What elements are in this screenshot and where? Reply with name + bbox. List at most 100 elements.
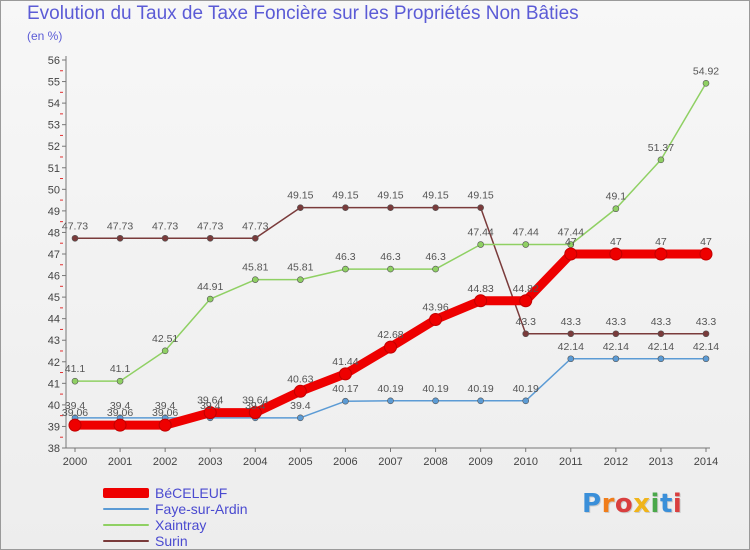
data-point-b-celeuf: [293, 384, 307, 398]
data-label: 45.81: [287, 262, 313, 274]
legend-swatch-xaintray: [103, 524, 149, 526]
data-label: 42.14: [693, 341, 719, 353]
x-tick-label: 2007: [378, 456, 402, 468]
data-label: 51.37: [648, 142, 674, 154]
data-label: 39.06: [62, 407, 88, 419]
data-label: 39.4: [245, 400, 266, 412]
x-tick-label: 2008: [423, 456, 447, 468]
data-label: 42.14: [648, 341, 674, 353]
data-point-surin: [342, 204, 349, 211]
data-point-b-celeuf: [429, 313, 443, 327]
data-point-faye-sur-ardin: [612, 355, 620, 363]
data-point-faye-sur-ardin: [387, 397, 394, 405]
data-label: 49.15: [422, 190, 448, 202]
y-tick-label: 56: [48, 55, 60, 67]
x-tick-label: 2004: [243, 456, 267, 468]
y-tick-label: 41: [48, 378, 60, 390]
unit-label: (en %): [27, 29, 63, 43]
y-tick-label: 49: [48, 206, 60, 218]
x-tick-label: 2006: [333, 456, 357, 468]
data-label: 40.17: [332, 383, 358, 395]
y-tick-label: 52: [48, 141, 60, 153]
logo-letter: x: [633, 489, 651, 519]
data-label: 49.15: [332, 190, 358, 202]
data-point-surin: [297, 204, 304, 211]
data-point-b-celeuf: [68, 418, 82, 432]
y-tick-label: 45: [48, 292, 60, 304]
y-tick-label: 53: [48, 120, 60, 132]
data-label: 47.73: [242, 220, 268, 232]
data-label: 40.63: [287, 373, 313, 385]
y-tick-label: 46: [48, 271, 60, 283]
x-tick-label: 2001: [108, 456, 132, 468]
y-tick-label: 50: [48, 184, 60, 196]
data-point-surin: [71, 234, 79, 242]
data-point-surin: [612, 330, 620, 338]
logo-letter: P: [582, 489, 602, 519]
x-tick-label: 2002: [153, 456, 177, 468]
x-tick-label: 2012: [604, 456, 628, 468]
data-point-surin: [387, 204, 394, 211]
legend: BéCELEUF Faye-sur-Ardin Xaintray Surin: [103, 485, 248, 549]
data-point-surin: [567, 330, 575, 338]
data-label: 46.3: [335, 251, 356, 263]
data-point-b-celeuf: [113, 418, 127, 432]
data-label: 41.44: [332, 356, 358, 368]
data-point-xaintray: [342, 265, 349, 273]
legend-swatch-faye-sur-ardin: [103, 508, 149, 510]
proxiti-logo: Proxiti: [582, 489, 682, 519]
data-label: 44.83: [468, 283, 494, 295]
data-label: 39.64: [197, 395, 223, 407]
data-label: 42.14: [558, 341, 584, 353]
data-point-xaintray: [251, 276, 259, 283]
data-label: 49.15: [377, 190, 403, 202]
data-label: 49.15: [287, 190, 313, 202]
data-point-b-celeuf: [338, 367, 352, 381]
data-point-b-celeuf: [519, 294, 533, 308]
data-point-xaintray: [206, 295, 214, 303]
legend-label: BéCELEUF: [155, 485, 228, 501]
data-point-surin: [251, 234, 259, 242]
y-tick-label: 44: [48, 314, 60, 326]
data-point-b-celeuf: [384, 340, 397, 354]
data-label: 40.19: [513, 383, 539, 395]
x-tick-label: 2014: [694, 456, 718, 468]
logo-letter: o: [614, 489, 634, 519]
data-label: 39.4: [110, 400, 131, 412]
data-label: 39.4: [200, 400, 221, 412]
y-tick-label: 39: [48, 421, 60, 433]
legend-item: Surin: [103, 533, 248, 549]
data-label: 45.81: [242, 262, 268, 274]
data-label: 47: [655, 236, 667, 248]
data-point-b-celeuf: [203, 406, 217, 420]
x-tick-label: 2010: [513, 456, 537, 468]
y-tick-label: 42: [48, 357, 60, 369]
data-point-surin: [657, 330, 665, 338]
data-label: 47.73: [62, 220, 88, 232]
data-point-b-celeuf: [609, 247, 623, 261]
data-point-xaintray: [432, 265, 439, 273]
data-label: 42.14: [603, 341, 629, 353]
legend-item: BéCELEUF: [103, 485, 248, 501]
data-point-b-celeuf: [158, 418, 172, 432]
data-point-xaintray: [657, 156, 665, 164]
data-point-xaintray: [477, 241, 484, 248]
legend-label: Xaintray: [155, 517, 207, 533]
y-tick-label: 43: [48, 335, 60, 347]
legend-item: Xaintray: [103, 517, 248, 533]
y-tick-label: 51: [48, 163, 60, 175]
data-point-xaintray: [297, 276, 304, 283]
data-point-b-celeuf: [564, 247, 578, 261]
data-label: 47.73: [197, 220, 223, 232]
data-label: 47.44: [468, 227, 494, 239]
x-tick-label: 2003: [198, 456, 222, 468]
data-label: 43.3: [606, 316, 627, 328]
data-label: 43.3: [696, 316, 717, 328]
data-point-surin: [522, 330, 530, 338]
data-label: 47.73: [107, 220, 133, 232]
legend-label: Surin: [155, 533, 188, 549]
data-label: 44.91: [197, 281, 223, 293]
data-label: 43.3: [651, 316, 672, 328]
